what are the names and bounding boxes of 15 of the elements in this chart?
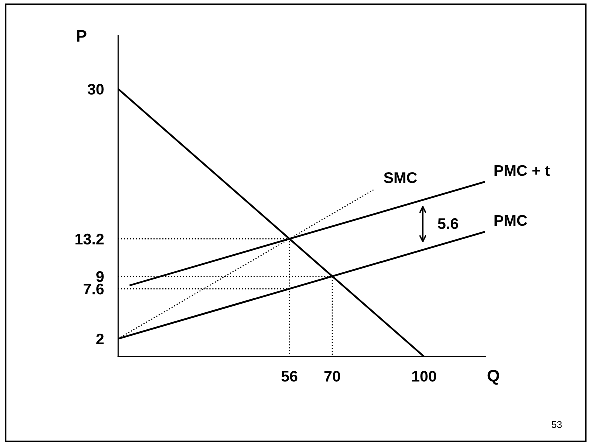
y-axis-title: P	[77, 30, 87, 42]
y-tick-label: 7.6	[84, 284, 104, 295]
x-tick-label: 56	[282, 371, 298, 382]
series-label: PMC	[494, 215, 528, 226]
series-label: PMC + t	[494, 165, 550, 176]
y-tick-label: 2	[96, 334, 104, 344]
x-axis-title: Q	[488, 370, 500, 385]
series-label: SMC	[384, 172, 418, 184]
y-tick-label: 13.2	[76, 234, 104, 245]
y-tick-label: 30	[88, 84, 104, 95]
annotation: 5.6	[438, 218, 458, 230]
text: 53	[552, 421, 562, 428]
y-tick-label: 9	[96, 271, 104, 282]
x-tick-label: 70	[324, 371, 340, 382]
x-tick-label: 100	[412, 371, 436, 382]
